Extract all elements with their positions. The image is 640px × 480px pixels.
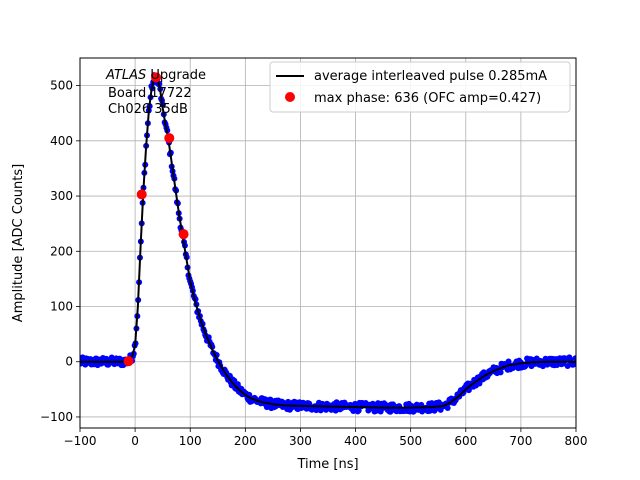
y-tick-label: 0: [65, 355, 73, 369]
x-tick-label: 300: [289, 434, 312, 448]
annotation-atlas: ATLAS: [105, 68, 146, 83]
annotation-line-2: Board 17722: [108, 86, 192, 101]
x-tick-label: 700: [509, 434, 532, 448]
x-tick-label: −100: [64, 434, 97, 448]
x-tick-label: 0: [131, 434, 139, 448]
legend-entry-average-pulse: average interleaved pulse 0.285mA: [314, 69, 547, 84]
average-pulse-polyline: [80, 75, 576, 409]
atlas-annotation: ATLAS Upgrade Board 17722 Ch026 35dB: [105, 68, 206, 117]
sample-point: [262, 396, 269, 403]
x-tick-label: 800: [565, 434, 588, 448]
max-phase-markers: [123, 72, 189, 367]
legend-box: [269, 61, 571, 113]
x-tick-label: 600: [454, 434, 477, 448]
max-phase-point: [136, 189, 147, 200]
x-tick-label: 400: [344, 434, 367, 448]
sample-point: [572, 355, 576, 362]
x-tick-label: 100: [179, 434, 202, 448]
y-tick-label: 400: [50, 134, 73, 148]
y-tick-label: 300: [50, 189, 73, 203]
y-axis-ticks: −100 0 100 200 300 400 500: [40, 79, 80, 424]
max-phase-point: [164, 133, 175, 144]
annotation-line-3: Ch026 35dB: [108, 102, 188, 117]
max-phase-point: [151, 72, 162, 83]
y-axis-label: Amplitude [ADC Counts]: [11, 164, 26, 322]
sample-point: [497, 369, 504, 376]
average-pulse-line: [80, 75, 576, 409]
annotation-line-1: ATLAS Upgrade: [105, 68, 206, 83]
legend-marker-swatch: [285, 92, 295, 102]
y-tick-label: 200: [50, 244, 73, 258]
sample-point: [444, 405, 451, 412]
annotation-upgrade: Upgrade: [146, 68, 206, 83]
x-axis-label: Time [ns]: [296, 457, 358, 472]
max-phase-point: [123, 356, 134, 367]
x-tick-label: 200: [234, 434, 257, 448]
sample-point: [505, 358, 512, 365]
y-tick-label: 500: [50, 79, 73, 93]
max-phase-point: [178, 229, 189, 240]
plot-frame: [79, 57, 577, 429]
x-axis-ticks: −100 0 100 200 300 400 500 600 700 800: [64, 428, 588, 448]
sample-point: [103, 355, 110, 362]
legend: average interleaved pulse 0.285mA max ph…: [269, 61, 571, 113]
y-tick-label: 100: [50, 300, 73, 314]
y-tick-label: −100: [40, 410, 73, 424]
x-tick-label: 500: [399, 434, 422, 448]
legend-entry-max-phase: max phase: 636 (OFC amp=0.427): [314, 91, 541, 106]
